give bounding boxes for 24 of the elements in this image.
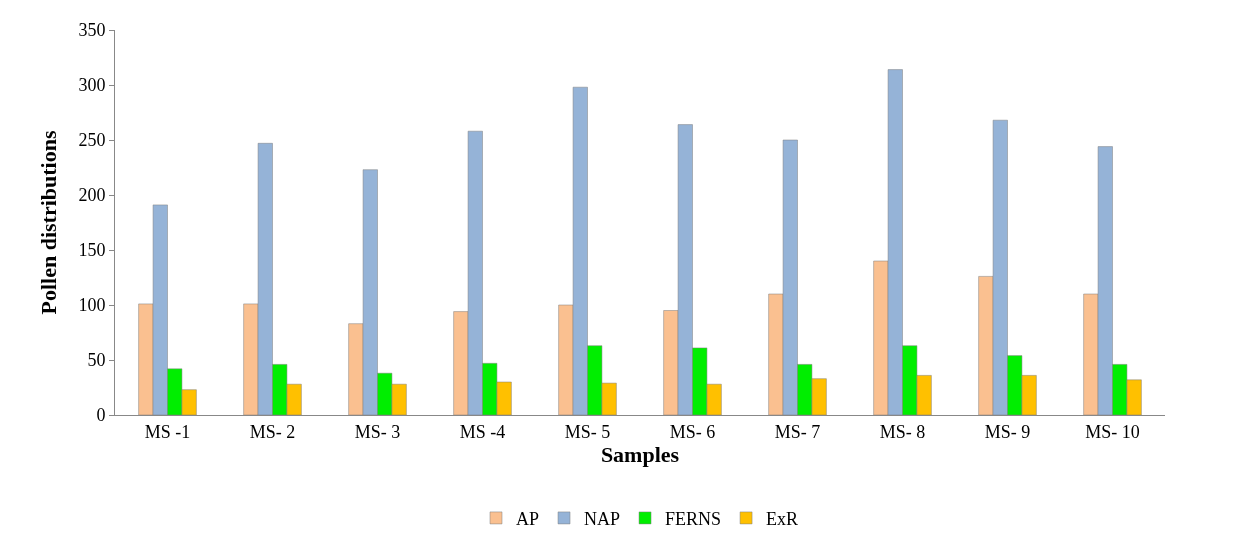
x-tick-label: MS- 7 [774,421,821,442]
x-tick-label: MS- 8 [879,421,926,442]
x-tick-label: MS- 10 [1085,421,1140,442]
x-tick-label: MS- 3 [354,421,401,442]
y-axis-title: Pollen distributions [36,130,62,315]
x-tick-label: MS -4 [459,421,506,442]
x-tick-label: MS- 6 [669,421,716,442]
x-tick-label: MS- 9 [984,421,1031,442]
x-tick-label: MS -1 [144,421,191,442]
legend-label: FERNS [665,508,722,529]
x-axis-title: Samples [600,441,680,467]
x-tick-label: MS- 5 [564,421,611,442]
y-tick-label: 100 [78,295,106,316]
legend-label: AP [516,508,540,529]
y-tick-label: 0 [96,405,106,426]
y-tick-label: 50 [87,350,106,371]
y-tick-label: 300 [78,75,106,96]
y-tick-label: 350 [78,20,106,41]
legend-label: NAP [584,508,621,529]
y-tick-label: 150 [78,240,106,261]
x-tick-label: MS- 2 [249,421,296,442]
y-tick-label: 200 [78,185,106,206]
legend-label: ExR [766,508,799,529]
y-tick-label: 250 [78,130,106,151]
